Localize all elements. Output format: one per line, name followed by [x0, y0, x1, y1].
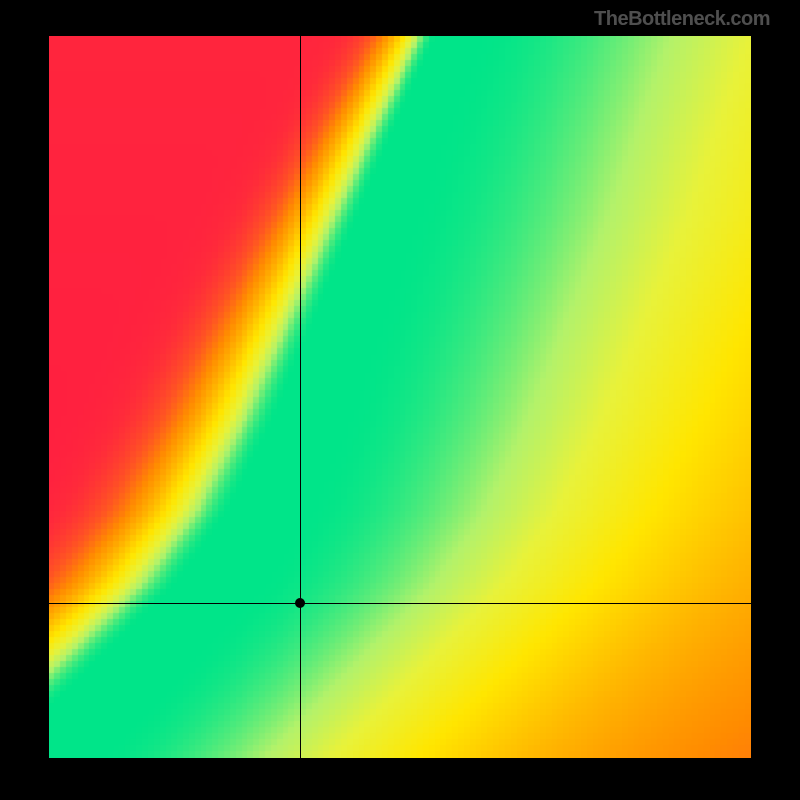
crosshair-vertical	[300, 36, 301, 758]
heatmap-canvas	[49, 36, 751, 758]
crosshair-horizontal	[49, 603, 751, 604]
heatmap-plot	[49, 36, 751, 758]
crosshair-marker-dot	[295, 598, 305, 608]
watermark-text: TheBottleneck.com	[594, 8, 770, 31]
